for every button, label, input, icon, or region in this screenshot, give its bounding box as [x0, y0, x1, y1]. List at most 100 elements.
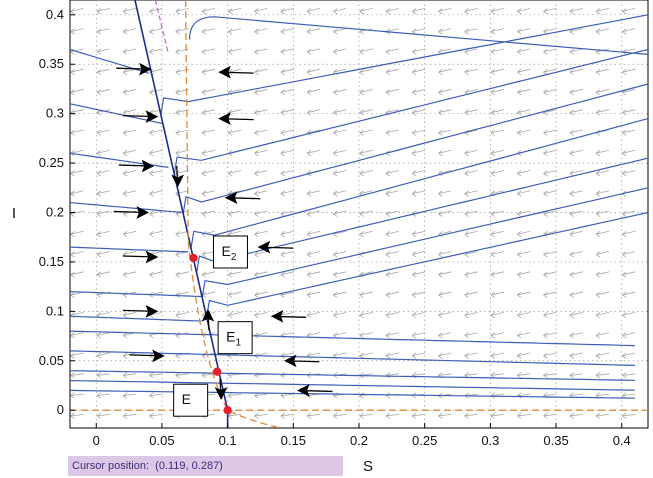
trajectory-curve — [69, 291, 202, 298]
field-arrow — [543, 271, 557, 278]
field-arrow — [333, 28, 347, 35]
field-arrow — [490, 251, 505, 258]
cursor-position-readout: Cursor position: (0.119, 0.287) — [68, 456, 343, 476]
field-arrow — [516, 332, 531, 339]
trajectory-curve — [69, 246, 189, 253]
field-arrow — [595, 352, 610, 359]
trajectory-curve — [69, 202, 182, 213]
equilibrium-point — [223, 406, 232, 415]
trajectory-arrow — [297, 384, 333, 397]
field-arrow — [280, 28, 294, 35]
field-arrow — [569, 352, 583, 359]
field-arrow — [569, 190, 583, 197]
field-arrow — [254, 170, 268, 177]
field-arrow — [254, 149, 268, 157]
field-arrow — [595, 68, 610, 76]
field-arrow — [227, 109, 242, 116]
field-arrow — [543, 251, 557, 258]
field-arrow — [385, 412, 399, 419]
field-arrow — [516, 68, 531, 76]
field-arrow — [595, 210, 610, 217]
field-arrow — [201, 190, 216, 197]
field-arrow — [490, 210, 505, 217]
field-arrow — [543, 89, 557, 96]
field-arrow — [227, 210, 242, 217]
trajectory-curve — [69, 350, 635, 366]
field-arrow — [359, 89, 373, 96]
x-axis-label: S — [363, 458, 373, 475]
trajectory-curve — [206, 211, 649, 317]
field-arrow — [70, 251, 84, 258]
field-arrow — [306, 230, 321, 238]
field-arrow — [122, 109, 137, 116]
field-arrow — [516, 291, 531, 298]
field-arrow — [622, 230, 636, 238]
field-arrow — [622, 170, 636, 177]
field-arrow — [122, 372, 137, 379]
field-arrow — [622, 210, 636, 217]
field-arrow — [411, 190, 426, 197]
field-arrow — [622, 68, 636, 76]
field-arrow — [385, 7, 399, 15]
field-arrow — [490, 311, 505, 319]
cursor-position-value: (0.119, 0.287) — [155, 460, 223, 472]
field-arrow — [122, 412, 137, 419]
field-arrow — [333, 251, 347, 258]
field-arrow — [96, 372, 110, 379]
field-arrow — [306, 251, 321, 258]
trajectory-arrow — [218, 65, 254, 79]
field-arrow — [227, 28, 242, 35]
field-arrow — [595, 332, 610, 339]
x-tick-label: 0.3 — [481, 433, 499, 448]
field-arrow — [175, 28, 189, 35]
field-arrow — [622, 271, 636, 278]
field-arrow — [569, 149, 583, 157]
field-arrow — [595, 271, 610, 278]
field-arrow — [595, 109, 610, 116]
field-arrow — [70, 372, 84, 379]
field-arrow — [175, 7, 189, 15]
field-arrow — [516, 89, 531, 96]
field-arrow — [516, 129, 531, 136]
field-arrow — [122, 129, 137, 136]
field-arrow — [96, 412, 110, 419]
x-tick-label: 0.2 — [350, 433, 368, 448]
field-arrow — [122, 149, 137, 157]
field-arrow — [464, 7, 478, 15]
field-arrow — [464, 230, 478, 238]
field-arrow — [122, 48, 137, 55]
field-arrow — [411, 291, 426, 298]
field-arrow — [622, 7, 636, 15]
y-tick-label: 0.3 — [46, 106, 64, 121]
field-arrow — [543, 129, 557, 136]
magenta-curve — [154, 0, 170, 55]
field-arrow — [280, 271, 294, 278]
trajectory-arrow — [224, 191, 261, 205]
field-arrow — [201, 251, 216, 258]
field-arrow — [490, 230, 505, 238]
field-arrow — [306, 291, 321, 298]
field-arrow — [254, 7, 268, 15]
field-arrow — [569, 372, 583, 379]
field-arrow — [306, 190, 321, 197]
field-arrow — [280, 68, 294, 76]
equilibrium-label: E — [182, 391, 191, 407]
field-arrow — [333, 170, 347, 177]
field-arrow — [411, 412, 426, 419]
field-arrow — [438, 28, 452, 35]
field-arrow — [411, 89, 426, 96]
field-arrow — [96, 129, 110, 136]
field-arrow — [122, 311, 137, 319]
field-arrow — [254, 28, 268, 35]
field-arrow — [516, 48, 531, 55]
field-arrow — [595, 7, 610, 15]
field-arrow — [464, 48, 478, 55]
field-arrow — [175, 311, 189, 319]
field-arrow — [622, 311, 636, 319]
field-arrow — [516, 271, 531, 278]
field-arrow — [306, 28, 321, 35]
field-arrow — [280, 190, 294, 197]
field-arrow — [175, 129, 189, 136]
ticks: 0 0 0.05 0.05 0.1 0.1 0.15 0.15 0.2 0.2 0.25 0.25 0.… — [39, 7, 631, 448]
